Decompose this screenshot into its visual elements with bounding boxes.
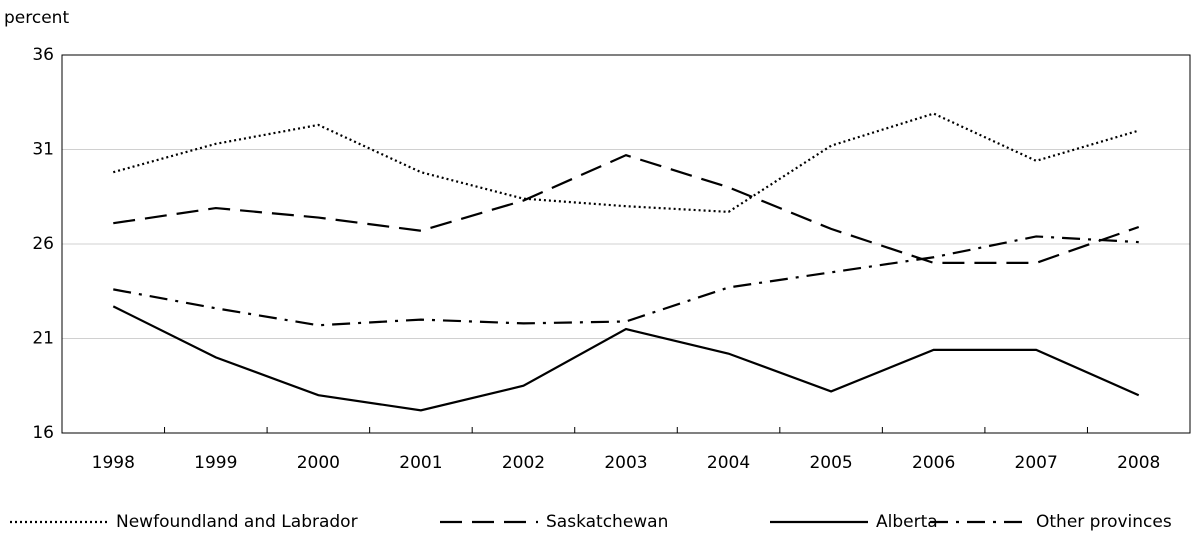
y-tick-label: 31 [32,140,54,160]
series-line [113,153,1140,264]
x-tick-label: 2006 [912,453,955,473]
legend-label: Alberta [876,512,938,532]
x-tick-label: 2001 [399,453,442,473]
y-tick-label: 16 [32,423,54,443]
y-tick-label: 36 [32,45,54,65]
x-tick-label: 2007 [1015,453,1058,473]
x-tick-label: 2002 [502,453,545,473]
y-tick-label: 21 [32,329,54,349]
x-tick-label: 1999 [194,453,237,473]
series-line [112,112,1140,213]
series-line [112,305,1140,412]
legend-label: Saskatchewan [546,512,668,532]
legend-label: Newfoundland and Labrador [116,512,358,532]
x-tick-label: 2003 [604,453,647,473]
series-line [113,235,1139,327]
x-tick-label: 2000 [297,453,340,473]
legend-label: Other provinces [1036,512,1172,532]
y-tick-label: 26 [32,234,54,254]
x-tick-label: 2004 [707,453,750,473]
x-tick-label: 1998 [92,453,135,473]
x-tick-label: 2008 [1117,453,1160,473]
x-tick-label: 2005 [809,453,852,473]
y-axis-label: percent [4,8,69,28]
plot-frame [61,54,1191,434]
